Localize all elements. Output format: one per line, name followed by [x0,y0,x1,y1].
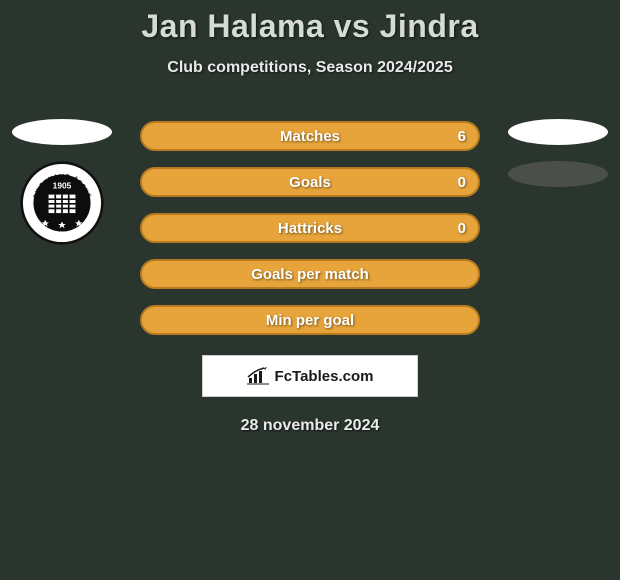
attribution-text: FcTables.com [275,368,374,385]
stat-label: Goals per match [251,266,369,283]
player2-name: Jindra [380,8,479,44]
stat-row-min-per-goal: Min per goal [140,305,480,335]
player1-name: Jan Halama [141,8,324,44]
left-oval-1 [12,119,112,145]
stat-label: Min per goal [266,312,354,329]
attribution[interactable]: FcTables.com [202,355,418,397]
right-oval-2 [508,161,608,187]
chart-icon [247,367,269,385]
stat-row-matches: Matches 6 [140,121,480,151]
stat-row-goals: Goals 0 [140,167,480,197]
root: Jan Halama vs Jindra Club competitions, … [0,0,620,435]
stat-right-value: 6 [458,128,466,145]
left-badges: SK DYNAMO ČESKÉ B U D Ě J O V I C E 1905 [12,119,112,245]
main-area: SK DYNAMO ČESKÉ B U D Ě J O V I C E 1905 [0,121,620,435]
stat-label: Hattricks [278,220,342,237]
stat-right-value: 0 [458,174,466,191]
page-title: Jan Halama vs Jindra [0,8,620,45]
subtitle: Club competitions, Season 2024/2025 [0,59,620,77]
stat-row-hattricks: Hattricks 0 [140,213,480,243]
right-oval-1 [508,119,608,145]
date-text: 28 november 2024 [0,417,620,435]
club-badge-left: SK DYNAMO ČESKÉ B U D Ě J O V I C E 1905 [20,161,104,245]
stat-row-goals-per-match: Goals per match [140,259,480,289]
stat-label: Matches [280,128,340,145]
stat-label: Goals [289,174,331,191]
right-badges [508,119,608,203]
stat-right-value: 0 [458,220,466,237]
vs-text: vs [334,8,371,44]
svg-text:1905: 1905 [53,181,72,191]
stats-list: Matches 6 Goals 0 Hattricks 0 Goals per … [140,121,480,335]
